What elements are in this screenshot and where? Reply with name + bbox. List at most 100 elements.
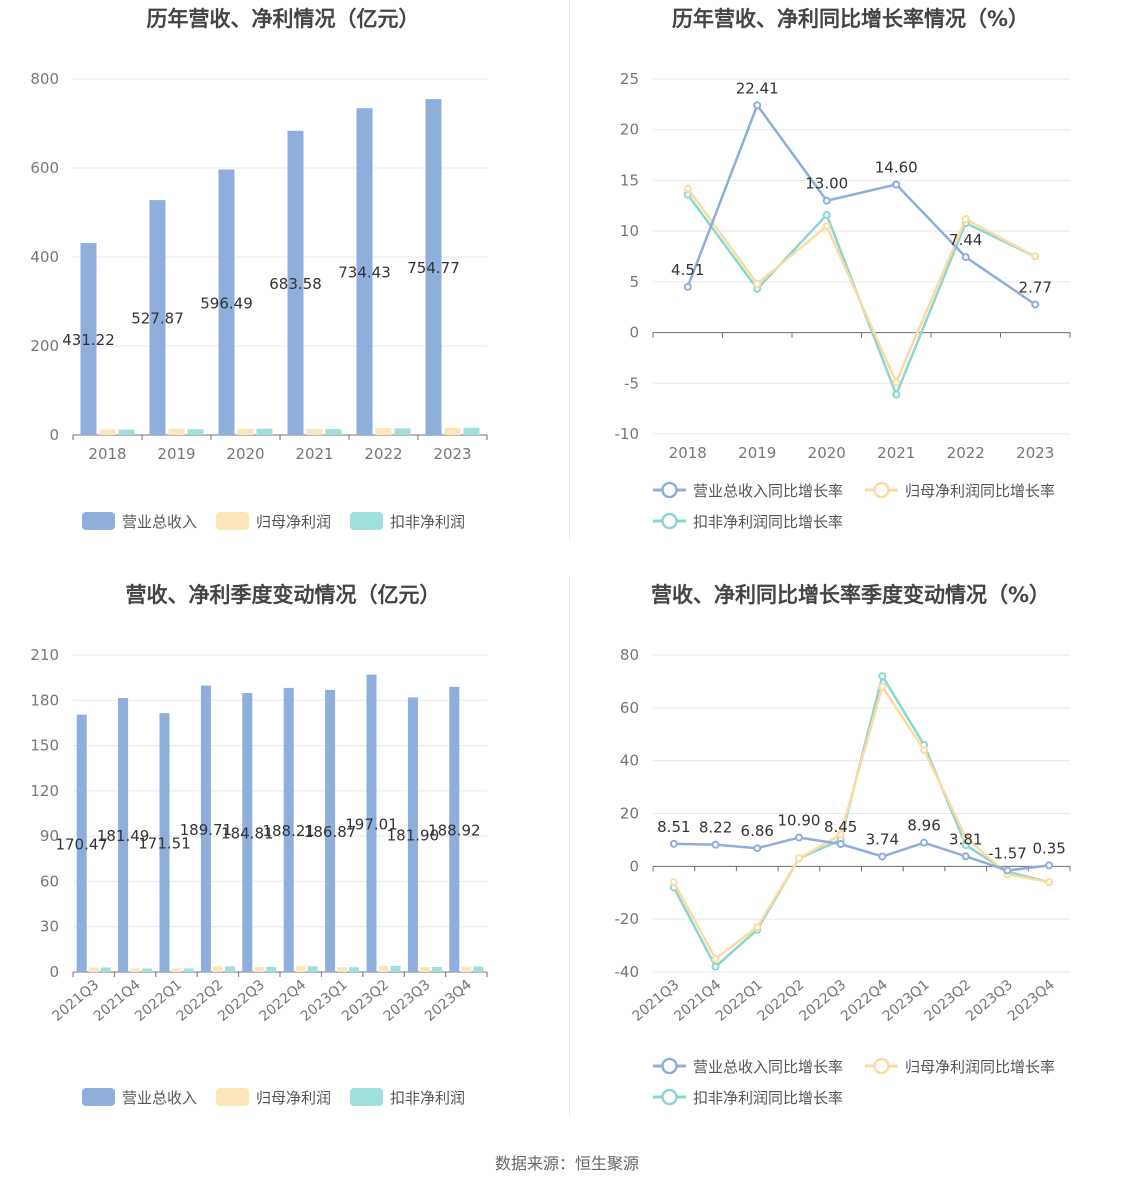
data-point[interactable] <box>878 672 887 681</box>
data-point[interactable] <box>669 878 678 887</box>
bar[interactable] <box>224 966 235 972</box>
bar[interactable] <box>287 130 304 436</box>
legend-swatch[interactable] <box>216 512 249 530</box>
bar[interactable] <box>149 200 166 435</box>
legend-marker[interactable] <box>873 1057 890 1075</box>
data-point[interactable] <box>753 923 762 932</box>
data-point[interactable] <box>961 841 970 850</box>
data-point[interactable] <box>794 854 803 863</box>
legend-marker[interactable] <box>661 1088 678 1106</box>
bar[interactable] <box>444 427 461 435</box>
bar[interactable] <box>425 99 442 435</box>
bar[interactable] <box>171 968 182 972</box>
legend-label[interactable]: 归母净利润同比增长率 <box>905 482 1055 500</box>
bar[interactable] <box>461 966 472 972</box>
data-point[interactable] <box>711 962 720 971</box>
bar[interactable] <box>307 966 318 972</box>
legend-swatch[interactable] <box>350 1088 383 1106</box>
bar[interactable] <box>218 169 235 435</box>
data-point[interactable] <box>822 210 831 219</box>
legend-label[interactable]: 归母净利润同比增长率 <box>905 1058 1055 1076</box>
bar[interactable] <box>100 967 111 972</box>
bar[interactable] <box>325 428 342 435</box>
bar[interactable] <box>168 429 185 435</box>
bar[interactable] <box>390 965 401 972</box>
data-point[interactable] <box>1031 300 1040 309</box>
bar[interactable] <box>183 968 194 972</box>
bar[interactable] <box>283 687 294 972</box>
legend-label[interactable]: 营业总收入同比增长率 <box>693 482 843 500</box>
bar[interactable] <box>266 966 277 972</box>
data-point[interactable] <box>961 214 970 223</box>
bar[interactable] <box>88 967 99 972</box>
bar[interactable] <box>449 686 460 972</box>
bar[interactable] <box>407 697 418 972</box>
legend-marker[interactable] <box>873 481 890 499</box>
bar[interactable] <box>473 966 484 972</box>
legend-swatch[interactable] <box>350 512 383 530</box>
data-point[interactable] <box>878 852 887 861</box>
data-point[interactable] <box>822 196 831 205</box>
data-point[interactable] <box>822 222 831 231</box>
legend-label[interactable]: 营业总收入 <box>122 513 197 531</box>
data-point[interactable] <box>961 852 970 861</box>
data-point[interactable] <box>1003 866 1012 875</box>
bar[interactable] <box>212 966 223 972</box>
data-point[interactable] <box>1045 861 1054 870</box>
legend-label[interactable]: 归母净利润 <box>256 513 331 531</box>
legend-label[interactable]: 营业总收入同比增长率 <box>693 1058 843 1076</box>
data-point[interactable] <box>683 282 692 291</box>
data-point[interactable] <box>878 682 887 691</box>
bar[interactable] <box>378 965 389 972</box>
legend-label[interactable]: 扣非净利润 <box>390 513 465 531</box>
data-point[interactable] <box>961 833 970 842</box>
data-point[interactable] <box>961 253 970 262</box>
bar[interactable] <box>200 685 211 972</box>
bar[interactable] <box>349 967 360 972</box>
bar[interactable] <box>394 428 411 435</box>
bar[interactable] <box>325 689 336 972</box>
bar[interactable] <box>254 966 265 972</box>
legend-label[interactable]: 扣非净利润同比增长率 <box>693 513 843 531</box>
bar[interactable] <box>337 967 348 972</box>
legend-label[interactable]: 营业总收入 <box>122 1089 197 1107</box>
data-point[interactable] <box>920 746 929 755</box>
bar[interactable] <box>356 108 373 435</box>
data-point[interactable] <box>920 838 929 847</box>
bar[interactable] <box>463 427 480 435</box>
bar[interactable] <box>142 968 153 972</box>
bar[interactable] <box>159 713 170 972</box>
bar[interactable] <box>80 243 97 435</box>
data-point[interactable] <box>892 390 901 399</box>
bar[interactable] <box>306 428 323 435</box>
bar[interactable] <box>237 428 254 435</box>
legend-label[interactable]: 归母净利润 <box>256 1089 331 1107</box>
bar[interactable] <box>118 429 135 435</box>
data-point[interactable] <box>794 833 803 842</box>
legend-label[interactable]: 扣非净利润同比增长率 <box>693 1089 843 1107</box>
legend-swatch[interactable] <box>82 1088 115 1106</box>
bar[interactable] <box>375 428 392 435</box>
data-point[interactable] <box>836 830 845 839</box>
bar[interactable] <box>419 967 430 972</box>
bar[interactable] <box>366 674 377 972</box>
legend-marker[interactable] <box>661 481 678 499</box>
bar[interactable] <box>295 966 306 972</box>
data-point[interactable] <box>711 954 720 963</box>
legend-marker[interactable] <box>661 1057 678 1075</box>
data-point[interactable] <box>753 844 762 853</box>
data-point[interactable] <box>1031 252 1040 261</box>
data-point[interactable] <box>753 279 762 288</box>
bar[interactable] <box>187 429 204 435</box>
data-point[interactable] <box>669 839 678 848</box>
bar[interactable] <box>118 698 129 972</box>
data-point[interactable] <box>836 840 845 849</box>
bar[interactable] <box>431 967 442 972</box>
data-point[interactable] <box>892 378 901 387</box>
data-point[interactable] <box>1045 878 1054 887</box>
legend-marker[interactable] <box>661 512 678 530</box>
data-point[interactable] <box>711 840 720 849</box>
bar[interactable] <box>130 968 141 972</box>
legend-swatch[interactable] <box>216 1088 249 1106</box>
legend-swatch[interactable] <box>82 512 115 530</box>
